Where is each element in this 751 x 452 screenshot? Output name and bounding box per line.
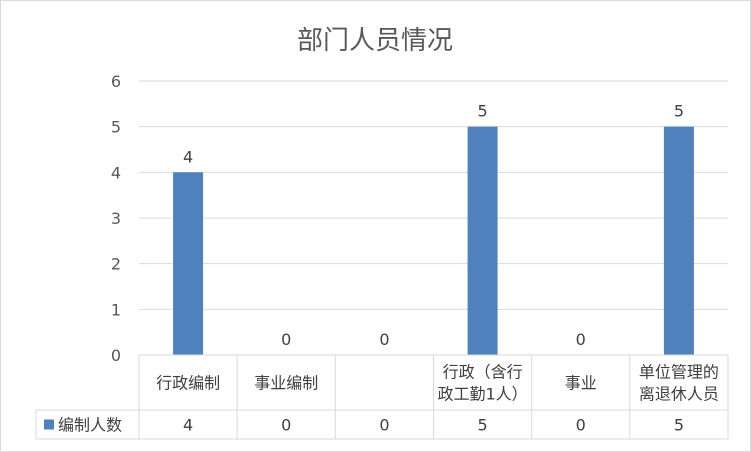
y-tick-label: 1 (111, 300, 121, 319)
bar (467, 126, 498, 356)
category-label: 行政（含行 (443, 363, 523, 382)
table-value: 4 (183, 416, 193, 435)
legend-series-name: 编制人数 (58, 416, 122, 435)
table-value: 5 (674, 416, 684, 435)
y-tick-label: 5 (111, 118, 121, 137)
y-tick-label: 6 (111, 72, 121, 91)
data-labels: 4 0 0 5 0 5 (183, 102, 684, 349)
bar (173, 172, 204, 355)
data-label: 0 (576, 330, 586, 349)
data-label: 4 (183, 147, 193, 166)
data-label: 0 (281, 330, 291, 349)
table-value: 5 (477, 416, 487, 435)
bar (663, 126, 694, 356)
category-label: 行政编制 (156, 374, 220, 393)
y-tick-label: 4 (111, 163, 121, 182)
category-label: 事业 (565, 374, 597, 393)
chart-title: 部门人员情况 (297, 26, 453, 56)
y-tick-label: 0 (111, 346, 121, 365)
gridlines (139, 80, 728, 310)
category-label: 离退休人员 (639, 385, 719, 404)
table-value: 0 (379, 416, 389, 435)
category-label: 政工勤1人） (437, 385, 527, 404)
category-label: 单位管理的 (639, 363, 719, 382)
data-label: 0 (379, 330, 389, 349)
category-label: 事业编制 (254, 374, 318, 393)
table-value: 0 (576, 416, 586, 435)
data-label: 5 (477, 102, 487, 121)
data-label: 5 (674, 102, 684, 121)
y-axis-ticks: 0 1 2 3 4 5 6 (111, 72, 121, 365)
table-value: 0 (281, 416, 291, 435)
y-tick-label: 3 (111, 209, 121, 228)
bars (173, 126, 694, 356)
legend-key (44, 419, 54, 430)
y-tick-label: 2 (111, 255, 121, 274)
